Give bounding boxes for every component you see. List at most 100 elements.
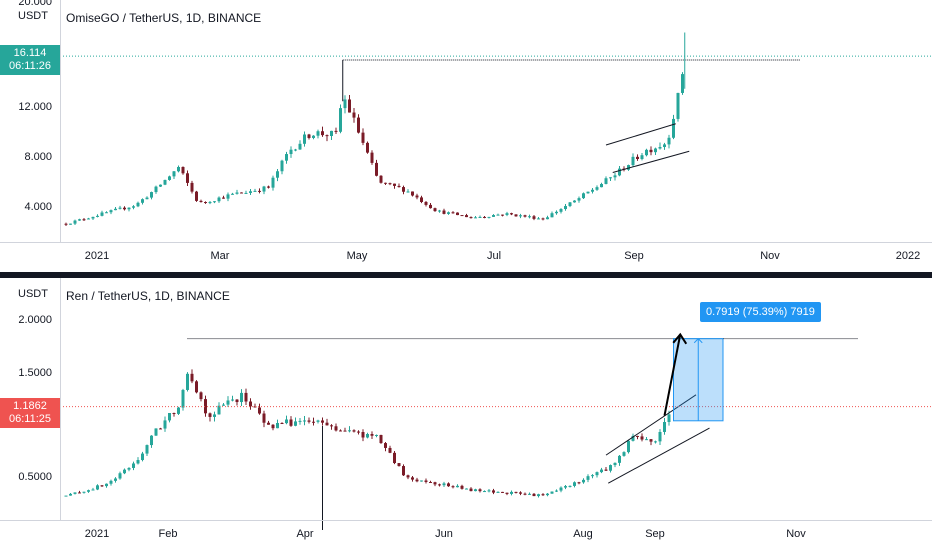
ren-candle-body [649,439,653,442]
ren-candle-body [96,485,99,490]
ren-candle-body [600,469,603,473]
omg-candle-body [172,171,176,177]
ren-candle-body [235,399,239,403]
omg-price-plot[interactable] [0,0,932,272]
ren-candle-body [636,435,639,437]
ren-candle-body [447,483,450,487]
ren-xtick: Apr [296,528,314,540]
pane-divider[interactable] [0,272,932,278]
omg-candle-body [100,212,104,216]
ren-ytick: 2.0000 [18,314,52,326]
ren-candle-body [523,493,527,495]
ren-projection-arrowhead [672,332,688,345]
omg-ytick: 4.000 [24,201,52,213]
omg-candle-body [154,186,158,193]
ren-candle-body [424,480,428,482]
ren-candle-body [357,431,360,433]
ren-last-price: 1.1862 [13,400,47,412]
omg-candle-body [586,191,590,194]
omg-candle-body [537,218,540,220]
omg-candle-body [568,202,572,207]
ren-candle-body [190,373,194,382]
omg-candle-body [636,156,639,160]
omg-candle-body [649,149,653,153]
omg-candle-body [681,74,684,93]
omg-candle-body [393,183,396,186]
omg-candle-body [573,200,576,203]
ren-candle-body [631,435,635,441]
ren-candle-body [406,475,410,478]
ren-candle-body [330,425,333,427]
omg-candle-body [672,118,675,138]
omg-candle-body [132,206,135,208]
ren-candle-body [123,469,126,474]
omg-unit-label: USDT [18,10,48,22]
omg-candle-body [280,160,284,172]
omg-xtick: May [346,250,368,262]
omg-candle-body [69,223,72,225]
omg-candle-body [267,186,270,188]
ren-candle-body [429,481,432,483]
omg-candle-body [240,192,243,194]
omg-candle-body [87,218,90,220]
ren-candle-body [163,420,167,429]
omg-candle-body [429,204,432,209]
ren-candle-body [303,420,306,422]
omg-candle-body [478,216,482,218]
ren-candle-body [334,426,338,431]
ren-candle-body [366,434,369,438]
ren-xtick: Nov [786,528,806,540]
ren-candle-body [663,422,666,432]
omg-candle-body [190,182,194,192]
omg-chart-pane[interactable]: USDT OmiseGO / TetherUS, 1D, BINANCE 20.… [0,0,932,272]
ren-candle-body [285,419,288,424]
ren-candle-body [573,482,576,486]
ren-candle-body [618,455,621,463]
omg-xtick: Mar [210,250,230,262]
ren-candle-body [654,441,657,443]
ren-candle-body [280,422,284,424]
measure-result-label[interactable]: 0.7919 (75.39%) 7919 [700,302,821,322]
omg-channel-upper [605,123,676,146]
omg-candle-body [118,207,122,209]
ren-candle-body [393,452,396,464]
ren-candle-body [519,492,522,494]
ren-candle-body [645,439,648,441]
ren-candle-body [658,431,662,442]
omg-candle-body [208,202,212,204]
omg-candle-body [114,208,117,211]
omg-candle-body [667,137,671,145]
omg-xtick: 2022 [895,250,921,262]
omg-candle-body [582,193,585,199]
omg-candle-body [222,197,225,199]
ren-projection-arrow [663,334,682,416]
omg-candle-body [294,149,297,151]
omg-candle-body [316,131,320,136]
ren-chart-pane[interactable]: USDT Ren / TetherUS, 1D, BINANCE 2.0000 … [0,278,932,550]
ren-candle-body [231,399,234,401]
omg-candle-body [492,215,495,217]
omg-candle-body [550,213,554,218]
omg-candle-body [366,142,369,153]
ren-candle-body [78,492,81,494]
ren-candle-body [343,430,347,432]
ren-candle-body [177,407,180,414]
omg-candle-body [339,108,342,132]
omg-candle-body [73,220,77,224]
ren-candle-body [568,485,572,487]
ren-candle-body [582,479,585,483]
ren-candle-body [262,413,266,423]
ren-candle-body [271,424,275,429]
omg-candle-body [397,185,401,188]
omg-candle-body [595,187,599,190]
omg-candle-body [546,217,549,220]
omg-candle-body [352,112,356,118]
omg-candle-body [483,216,486,218]
ren-candle-body [537,494,540,497]
ren-candle-body [577,482,581,484]
omg-candle-body [258,190,261,192]
omg-candle-body [514,214,518,217]
ren-price-plot[interactable] [0,278,932,550]
omg-candle-body [600,183,603,188]
omg-candle-body [235,192,239,194]
